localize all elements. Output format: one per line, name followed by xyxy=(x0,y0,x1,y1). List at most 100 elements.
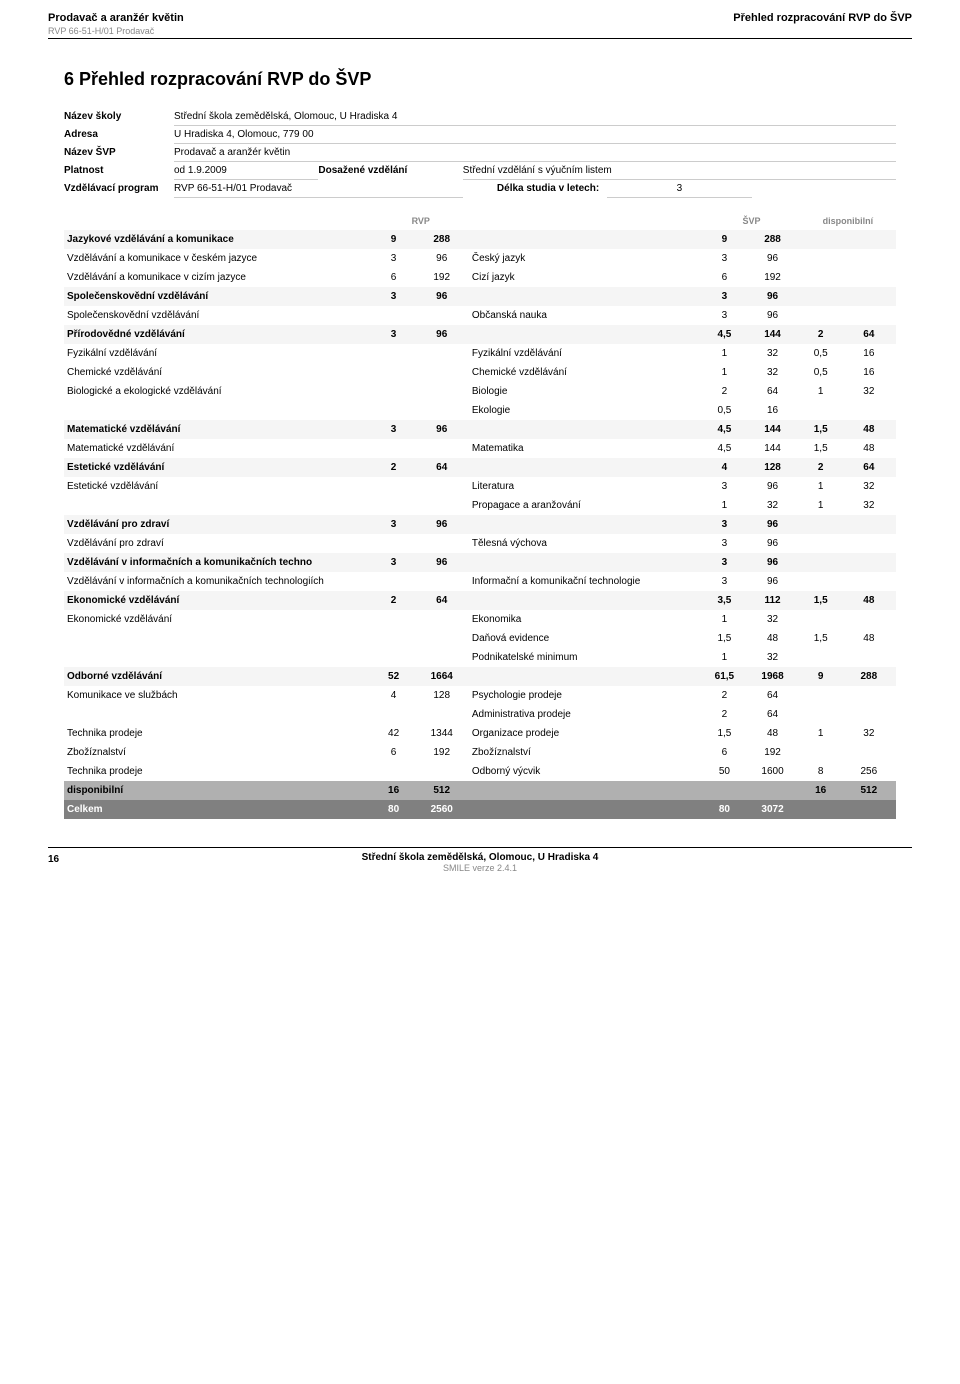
cell-num: 0,5 xyxy=(800,344,842,363)
row-label-right: Daňová evidence xyxy=(469,629,704,648)
row-label-right: Fyzikální vzdělávání xyxy=(469,344,704,363)
cell-num: 128 xyxy=(745,458,799,477)
table-row: Celkem802560803072 xyxy=(64,800,896,819)
table-row: Biologické a ekologické vzděláváníBiolog… xyxy=(64,382,896,401)
cell-num xyxy=(373,648,415,667)
cell-num: 1 xyxy=(703,648,745,667)
info-val: od 1.9.2009 xyxy=(174,162,318,180)
row-label-left: Matematické vzdělávání xyxy=(64,420,373,439)
cell-num xyxy=(373,439,415,458)
cell-num xyxy=(800,686,842,705)
cell-num: 96 xyxy=(415,420,469,439)
cell-num: 1 xyxy=(703,363,745,382)
cell-num xyxy=(800,553,842,572)
cell-num: 32 xyxy=(842,382,896,401)
row-label-right xyxy=(469,800,704,819)
header-right-title: Přehled rozpracování RVP do ŠVP xyxy=(733,12,912,36)
cell-num: 48 xyxy=(842,420,896,439)
cell-num: 32 xyxy=(745,344,799,363)
cell-num: 3 xyxy=(703,477,745,496)
info-lbl: Dosažené vzdělání xyxy=(318,162,462,180)
cell-num: 1 xyxy=(703,344,745,363)
cell-num: 144 xyxy=(745,325,799,344)
cell-num xyxy=(415,496,469,515)
cell-num: 144 xyxy=(745,420,799,439)
cell-num: 9 xyxy=(373,230,415,249)
row-label-left: Ekonomické vzdělávání xyxy=(64,610,373,629)
cell-num: 3072 xyxy=(745,800,799,819)
col-rvp: RVP xyxy=(373,212,469,230)
row-label-left: Zbožíznalství xyxy=(64,743,373,762)
cell-num: 3 xyxy=(703,553,745,572)
cell-num: 4,5 xyxy=(703,325,745,344)
cell-num: 192 xyxy=(415,743,469,762)
cell-num xyxy=(415,401,469,420)
table-row: Fyzikální vzděláváníFyzikální vzdělávání… xyxy=(64,344,896,363)
cell-num xyxy=(373,610,415,629)
header-left-title: Prodavač a aranžér květin xyxy=(48,12,184,24)
cell-num: 192 xyxy=(415,268,469,287)
table-row: Estetické vzdělávání2644128264 xyxy=(64,458,896,477)
cell-num xyxy=(800,572,842,591)
cell-num xyxy=(373,306,415,325)
cell-num: 3 xyxy=(703,287,745,306)
cell-num: 4,5 xyxy=(703,439,745,458)
col-disp: disponibilní xyxy=(800,212,896,230)
row-label-right xyxy=(469,781,704,800)
cell-num xyxy=(842,705,896,724)
cell-num: 2 xyxy=(800,325,842,344)
cell-num xyxy=(842,287,896,306)
cell-num xyxy=(373,705,415,724)
cell-num: 1 xyxy=(703,496,745,515)
table-row: Jazykové vzdělávání a komunikace92889288 xyxy=(64,230,896,249)
row-label-left: Celkem xyxy=(64,800,373,819)
cell-num xyxy=(373,344,415,363)
cell-num: 3 xyxy=(373,553,415,572)
cell-num: 96 xyxy=(415,515,469,534)
row-label-right: Český jazyk xyxy=(469,249,704,268)
table-row: Matematické vzděláváníMatematika4,51441,… xyxy=(64,439,896,458)
cell-num xyxy=(415,363,469,382)
info-lbl: Adresa xyxy=(64,126,174,144)
curriculum-table: RVP ŠVP disponibilní Jazykové vzdělávání… xyxy=(64,212,896,819)
cell-num: 1 xyxy=(703,610,745,629)
col-svp: ŠVP xyxy=(703,212,799,230)
table-row: Technika prodeje421344Organizace prodeje… xyxy=(64,724,896,743)
cell-num: 256 xyxy=(842,762,896,781)
row-label-right: Zbožíznalství xyxy=(469,743,704,762)
cell-num xyxy=(373,496,415,515)
table-row: Vzdělávání v informačních a komunikačníc… xyxy=(64,572,896,591)
cell-num: 512 xyxy=(415,781,469,800)
cell-num: 6 xyxy=(373,743,415,762)
row-label-left: Chemické vzdělávání xyxy=(64,363,373,382)
cell-num: 96 xyxy=(415,325,469,344)
info-lbl: Název školy xyxy=(64,108,174,126)
page-header: Prodavač a aranžér květin RVP 66-51-H/01… xyxy=(48,12,912,39)
cell-num: 3 xyxy=(703,534,745,553)
cell-num: 9 xyxy=(800,667,842,686)
info-table: Název školy Střední škola zemědělská, Ol… xyxy=(64,108,896,198)
row-label-left xyxy=(64,496,373,515)
table-row: Společenskovědní vzděláváníObčanská nauk… xyxy=(64,306,896,325)
table-row: Ekologie0,516 xyxy=(64,401,896,420)
cell-num xyxy=(800,401,842,420)
table-row: Technika prodejeOdborný výcvik5016008256 xyxy=(64,762,896,781)
cell-num xyxy=(373,534,415,553)
info-val: Prodavač a aranžér květin xyxy=(174,144,896,162)
cell-num: 96 xyxy=(745,249,799,268)
col-header-row: RVP ŠVP disponibilní xyxy=(64,212,896,230)
cell-num: 64 xyxy=(745,686,799,705)
cell-num: 3,5 xyxy=(703,591,745,610)
cell-num: 9 xyxy=(703,230,745,249)
table-row: Vzdělávání a komunikace v českém jazyce3… xyxy=(64,249,896,268)
cell-num: 2560 xyxy=(415,800,469,819)
row-label-left xyxy=(64,401,373,420)
cell-num: 288 xyxy=(415,230,469,249)
cell-num: 16 xyxy=(842,344,896,363)
info-val: 3 xyxy=(607,180,751,198)
cell-num: 1 xyxy=(800,724,842,743)
cell-num: 1,5 xyxy=(800,591,842,610)
info-val: Střední škola zemědělská, Olomouc, U Hra… xyxy=(174,108,896,126)
cell-num: 512 xyxy=(842,781,896,800)
cell-num xyxy=(842,268,896,287)
